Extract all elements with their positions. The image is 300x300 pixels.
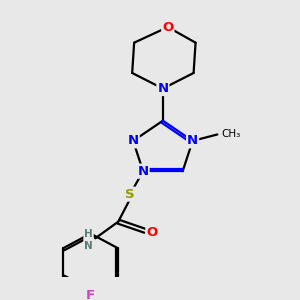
Text: N: N xyxy=(157,82,168,95)
Text: O: O xyxy=(146,226,158,239)
Text: N: N xyxy=(187,134,198,147)
Text: CH₃: CH₃ xyxy=(221,130,241,140)
Text: N: N xyxy=(128,134,139,147)
Text: N: N xyxy=(137,165,148,178)
Text: F: F xyxy=(86,289,95,300)
Text: S: S xyxy=(125,188,135,201)
Text: H
N: H N xyxy=(84,229,93,251)
Text: O: O xyxy=(162,21,173,34)
